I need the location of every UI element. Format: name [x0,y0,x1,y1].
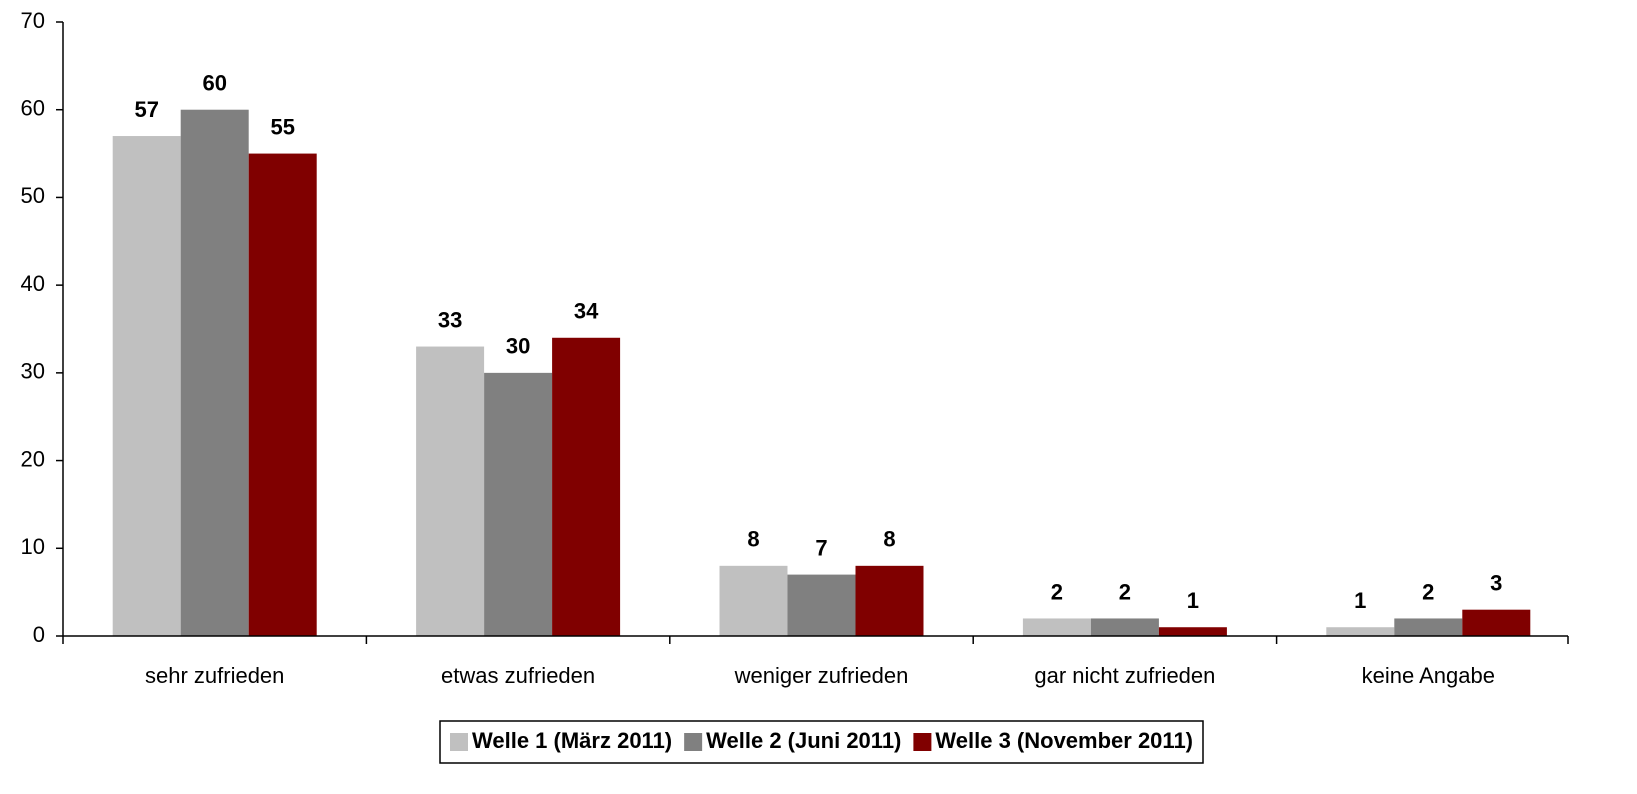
bar [787,574,856,636]
bar [248,153,317,637]
legend-swatch [684,733,703,751]
y-tick-label: 50 [21,183,45,208]
bar [1090,618,1159,636]
bar [719,565,788,636]
y-tick-label: 10 [21,534,45,559]
y-tick-label: 70 [21,8,45,33]
bar [1394,618,1463,636]
x-tick-label: weniger zufrieden [734,663,909,688]
data-label: 33 [438,307,462,332]
data-label: 8 [883,527,895,552]
data-label: 57 [134,97,158,122]
legend-swatch [913,733,932,751]
data-label: 1 [1354,588,1366,613]
y-tick-label: 20 [21,446,45,471]
data-label: 30 [506,334,530,359]
legend [439,720,1204,764]
x-tick-label: gar nicht zufrieden [1034,663,1215,688]
data-label: 8 [747,527,759,552]
bar [416,346,485,636]
data-label: 55 [270,114,294,139]
bar [1158,627,1227,636]
bar [484,372,553,636]
y-tick-label: 30 [21,359,45,384]
y-tick-label: 40 [21,271,45,296]
legend-swatch [450,733,468,751]
bar [112,136,181,636]
bar [1022,618,1091,636]
data-label: 34 [574,299,599,324]
data-label: 2 [1119,579,1131,604]
bar [1462,609,1531,636]
data-label: 2 [1051,579,1063,604]
legend-label: Welle 2 (Juni 2011) [706,728,901,753]
data-label: 2 [1422,579,1434,604]
data-label: 7 [815,535,827,560]
bar [180,109,249,636]
y-tick-label: 60 [21,96,45,121]
data-label: 1 [1187,588,1199,613]
legend-label: Welle 3 (November 2011) [935,728,1193,753]
x-tick-label: sehr zufrieden [145,663,284,688]
x-tick-label: etwas zufrieden [441,663,595,688]
bar [552,337,621,636]
y-tick-label: 0 [33,622,45,647]
legend-label: Welle 1 (März 2011) [472,728,672,753]
bar [855,565,924,636]
x-tick-label: keine Angabe [1362,663,1495,688]
data-label: 3 [1490,570,1502,595]
data-label: 60 [202,71,226,96]
bar [1326,627,1395,636]
